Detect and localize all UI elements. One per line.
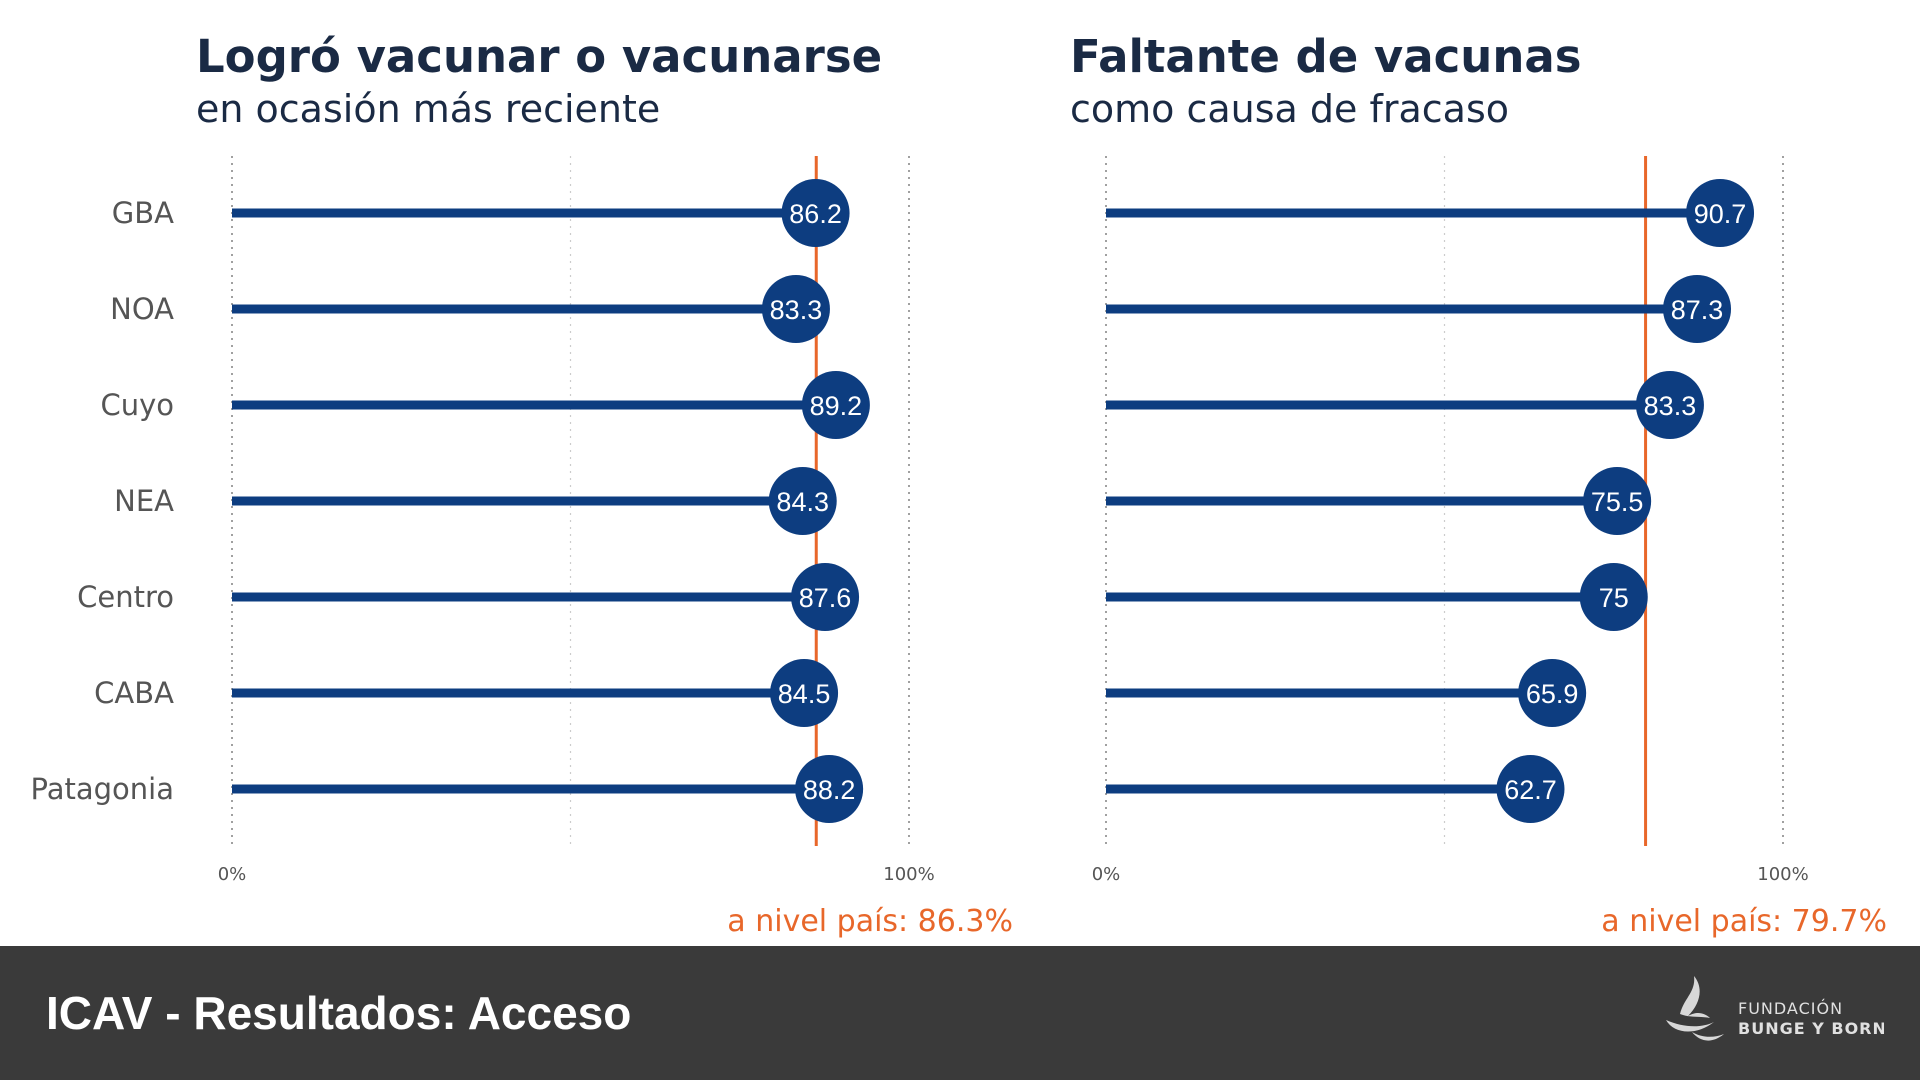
x-tick-label: 0%: [218, 864, 247, 885]
lollipop-dot: [1686, 179, 1755, 247]
chart-title: Logró vacunar o vacunarse: [196, 30, 882, 83]
chart-subtitle: como causa de fracaso: [1070, 87, 1509, 131]
x-tick-label: 100%: [1757, 864, 1808, 885]
value-label: 83.3: [770, 295, 823, 325]
lollipop-dot: [1663, 275, 1732, 343]
value-label: 62.7: [1504, 775, 1557, 805]
lollipop-dot: [768, 467, 837, 535]
value-label: 86.2: [789, 199, 842, 229]
reference-label: a nivel país: 79.7%: [1601, 904, 1887, 939]
value-label: 75.5: [1591, 487, 1644, 517]
category-label: GBA: [112, 196, 174, 230]
value-label: 75: [1599, 583, 1629, 613]
footer-bar: ICAV - Resultados: Acceso FUNDACIÓN BUNG…: [0, 946, 1920, 1080]
value-label: 87.3: [1671, 295, 1724, 325]
value-label: 83.3: [1644, 391, 1697, 421]
value-label: 88.2: [803, 775, 856, 805]
lollipop-dot: [1496, 755, 1565, 823]
value-label: 84.3: [776, 487, 829, 517]
category-label: Cuyo: [100, 388, 174, 422]
lollipop-dot: [1518, 659, 1587, 727]
x-tick-label: 100%: [883, 864, 934, 885]
logo-line2: BUNGE Y BORN: [1738, 1019, 1884, 1038]
lollipop-dot: [1579, 563, 1648, 631]
category-label: CABA: [94, 676, 174, 710]
value-label: 65.9: [1526, 679, 1579, 709]
category-label: NOA: [110, 292, 174, 326]
lollipop-dot: [1635, 371, 1704, 439]
value-label: 89.2: [810, 391, 863, 421]
lollipop-dot: [791, 563, 860, 631]
lollipop-dot: [761, 275, 830, 343]
lollipop-dot: [781, 179, 850, 247]
lollipop-dot: [801, 371, 870, 439]
category-label: Patagonia: [31, 772, 174, 806]
lollipop-dot: [795, 755, 864, 823]
x-tick-label: 0%: [1092, 864, 1121, 885]
chart-subtitle: en ocasión más reciente: [196, 87, 660, 131]
logo-line1: FUNDACIÓN: [1738, 999, 1843, 1018]
category-label: NEA: [114, 484, 174, 518]
lollipop-dot: [1583, 467, 1652, 535]
value-label: 90.7: [1694, 199, 1747, 229]
footer-title: ICAV - Resultados: Acceso: [46, 987, 632, 1039]
reference-label: a nivel país: 86.3%: [727, 904, 1013, 939]
fundacion-bunge-y-born-logo-icon: FUNDACIÓN BUNGE Y BORN: [1666, 976, 1884, 1041]
category-label: Centro: [77, 580, 174, 614]
value-label: 87.6: [799, 583, 852, 613]
value-label: 84.5: [778, 679, 831, 709]
lollipop-dot: [770, 659, 839, 727]
chart-title: Faltante de vacunas: [1070, 30, 1582, 83]
